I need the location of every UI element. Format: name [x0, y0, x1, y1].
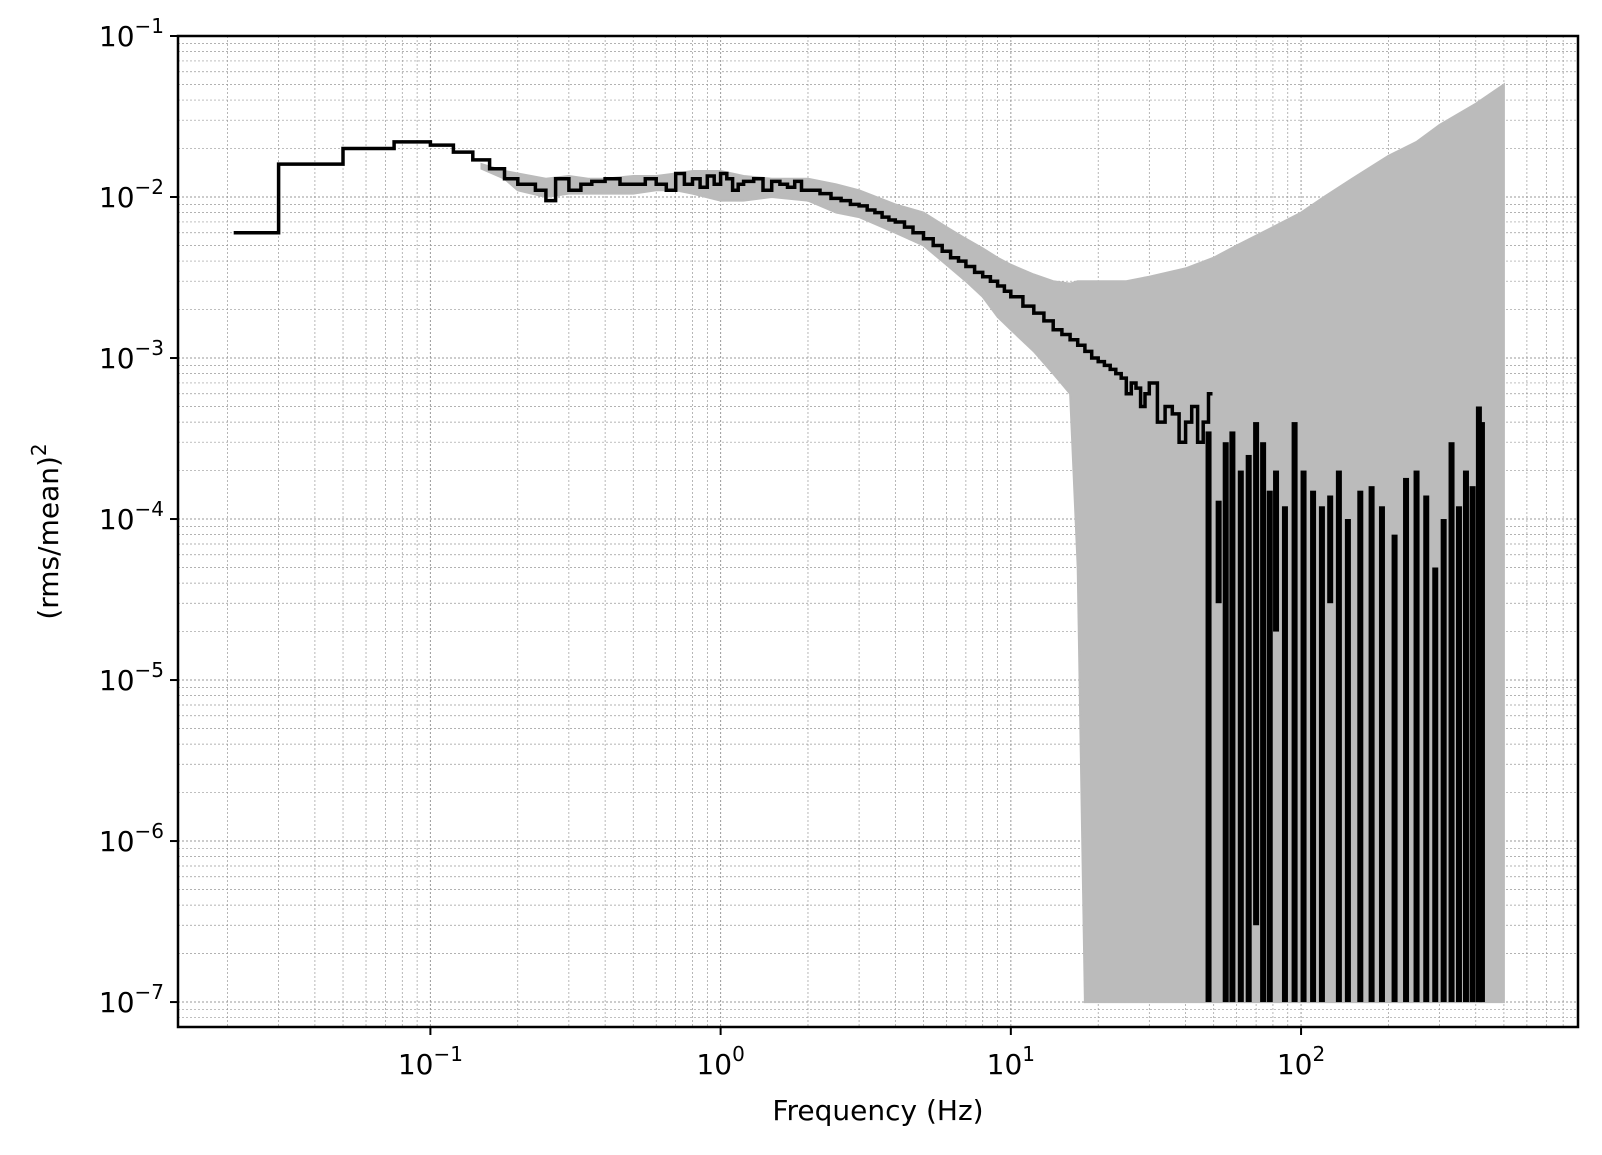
binned-spike: [1215, 500, 1222, 604]
y-tick-label: 10−1: [99, 14, 164, 53]
y-tick-label: 10−5: [99, 658, 164, 697]
y-tick-label: 10−3: [99, 336, 164, 375]
binned-spike: [1469, 486, 1476, 1003]
y-axis-label: (rms/mean)2: [27, 443, 65, 619]
binned-spike: [1403, 477, 1410, 1003]
binned-spike: [1391, 534, 1398, 1003]
binned-spike: [1423, 495, 1430, 1003]
binned-spike: [1253, 422, 1260, 926]
plot-frame: [176, 34, 1580, 1029]
binned-spike: [1205, 431, 1212, 1003]
binned-power-line: [233, 140, 1485, 1003]
binned-spike: [1260, 442, 1267, 1003]
x-tick-label: 10−1: [398, 1042, 463, 1081]
x-tick-label: 100: [696, 1042, 744, 1081]
binned-spike: [1245, 454, 1252, 1003]
binned-spike: [1368, 486, 1375, 1003]
binned-spike: [1310, 490, 1317, 1003]
binned-spike: [1440, 519, 1447, 1003]
binned-spike: [1327, 495, 1334, 604]
binned-spike: [1291, 422, 1298, 1003]
binned-spike: [1448, 442, 1455, 1003]
binned-spike: [1462, 470, 1469, 1003]
binned-spike: [1273, 470, 1280, 632]
y-tick-label: 10−4: [99, 497, 164, 536]
x-axis-label: Frequency (Hz): [772, 1094, 983, 1127]
binned-spike: [1432, 567, 1439, 1003]
binned-spike: [1281, 506, 1288, 1003]
binned-spike: [1300, 470, 1307, 1003]
y-axis-ticks: 10−1 10−2 10−3 10−4 10−5 10−6 10−7: [99, 14, 178, 1019]
binned-spike: [1478, 422, 1485, 1003]
y-tick-label: 10−7: [99, 980, 164, 1019]
x-tick-label: 101: [987, 1042, 1035, 1081]
binned-spike: [1357, 490, 1364, 1003]
binned-spike: [1266, 490, 1273, 1003]
binned-spike: [1229, 431, 1236, 1003]
x-tick-label: 102: [1277, 1042, 1325, 1081]
y-tick-label: 10−6: [99, 819, 164, 858]
binned-spike: [1335, 470, 1342, 1003]
y-tick-label: 10−2: [99, 175, 164, 214]
binned-spike: [1475, 406, 1482, 1003]
binned-spike: [1222, 442, 1229, 1003]
binned-step-line: [233, 140, 1213, 444]
x-axis-ticks: 10−1 100 101 102: [398, 1027, 1325, 1081]
binned-spike: [1413, 470, 1420, 1003]
binned-spike: [1237, 470, 1244, 1003]
y-axis-label-sup: 2: [27, 443, 51, 456]
binned-spike: [1378, 506, 1385, 1003]
binned-spike: [1318, 506, 1325, 1003]
y-axis-label-base: (rms/mean): [32, 456, 65, 620]
binned-spike: [1344, 519, 1351, 1003]
binned-spike: [1455, 506, 1462, 1003]
